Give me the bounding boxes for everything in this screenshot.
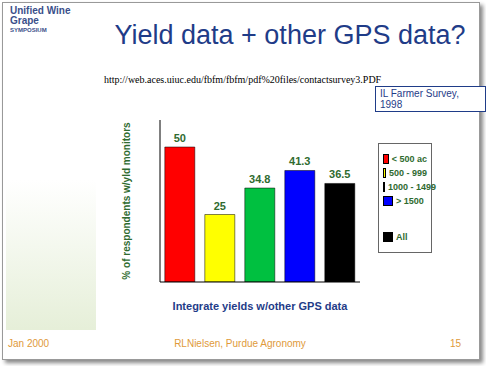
html-text:> 1500: > 1500 bbox=[396, 196, 424, 206]
html-text:Jan 2000: Jan 2000 bbox=[8, 338, 50, 349]
svg-text:25: 25 bbox=[214, 200, 226, 212]
html-text:Yield data + other GPS data?: Yield data + other GPS data? bbox=[114, 20, 466, 50]
svg-text:% of respondents w/yld monitor: % of respondents w/yld monitors bbox=[121, 122, 132, 280]
html-text:500 - 999: 500 - 999 bbox=[389, 168, 427, 178]
svg-text:34.8: 34.8 bbox=[249, 173, 270, 185]
html-text:All: All bbox=[396, 232, 408, 242]
html-text:http://web.aces.uiuc.edu/fbfm/: http://web.aces.uiuc.edu/fbfm/fbfm/pdf%2… bbox=[104, 74, 382, 85]
html-text:Grape: Grape bbox=[10, 15, 39, 26]
html-text:RLNielsen, Purdue Agronomy: RLNielsen, Purdue Agronomy bbox=[174, 338, 306, 349]
svg-text:Integrate yields w/other GPS d: Integrate yields w/other GPS data bbox=[173, 300, 349, 312]
html-text:< 500 ac: < 500 ac bbox=[391, 154, 427, 164]
svg-text:50: 50 bbox=[174, 132, 186, 144]
svg-text:36.5: 36.5 bbox=[329, 168, 350, 180]
html-text:IL Farmer Survey, 1998: IL Farmer Survey, 1998 bbox=[380, 88, 459, 110]
html-text:Unified Wine: Unified Wine bbox=[10, 5, 71, 16]
html-text:15: 15 bbox=[450, 338, 462, 349]
svg-text:41.3: 41.3 bbox=[289, 155, 310, 167]
html-text:SYMPOSIUM: SYMPOSIUM bbox=[10, 27, 47, 33]
html-text:1000 - 1499: 1000 - 1499 bbox=[388, 182, 436, 192]
